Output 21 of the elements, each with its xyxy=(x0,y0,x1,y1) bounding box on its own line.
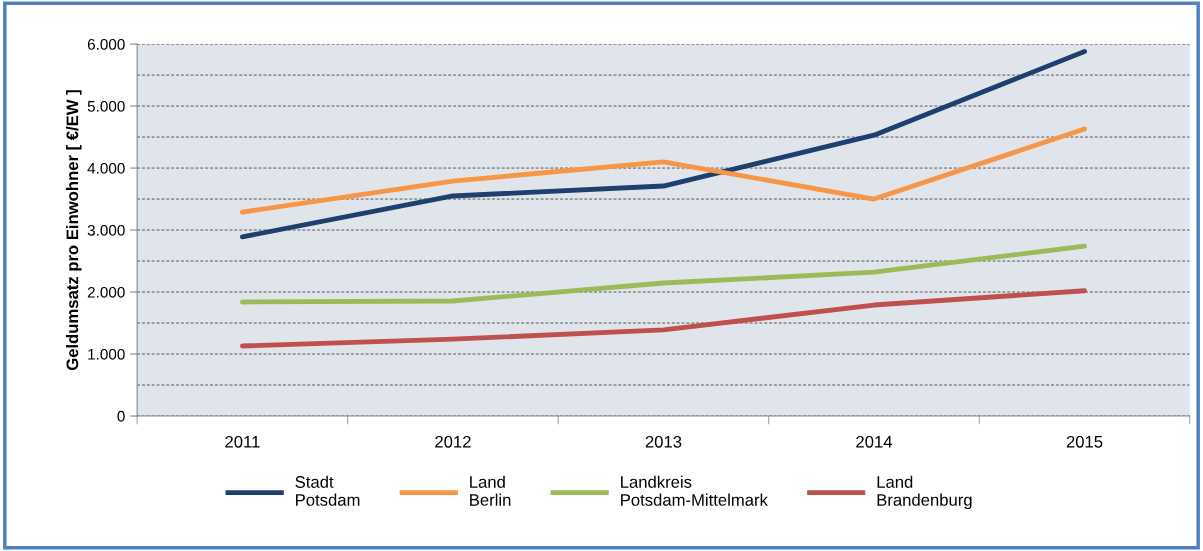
y-axis-title: Geldumsatz pro Einwohner [ €/EW ] xyxy=(66,90,82,371)
y-tick-label: 6.000 xyxy=(87,38,125,50)
x-tick-label: 2011 xyxy=(225,435,260,448)
x-tick-label: 2012 xyxy=(435,435,471,448)
y-tick-label: 0 xyxy=(117,410,125,422)
legend-label: Land Berlin xyxy=(470,475,511,506)
line-series xyxy=(239,126,1087,215)
y-tick-label: 1.000 xyxy=(88,348,125,360)
y-tick-label: 5.000 xyxy=(87,100,125,112)
legend-label: Land Brandenburg xyxy=(877,475,972,510)
legend-label: Stadt Potsdam xyxy=(295,475,360,506)
line-series xyxy=(239,49,1087,240)
line-series xyxy=(239,288,1087,349)
line-series xyxy=(239,243,1087,305)
x-tick-label: 2013 xyxy=(645,435,682,448)
y-tick-label: 4.000 xyxy=(87,162,125,174)
x-tick-label: 2014 xyxy=(856,435,893,448)
x-tick-label: 2015 xyxy=(1066,435,1103,448)
y-tick-label: 3.000 xyxy=(87,224,125,236)
y-tick-label: 2.000 xyxy=(87,286,125,298)
legend-label: Landkreis Potsdam-Mittelmark xyxy=(621,475,768,506)
